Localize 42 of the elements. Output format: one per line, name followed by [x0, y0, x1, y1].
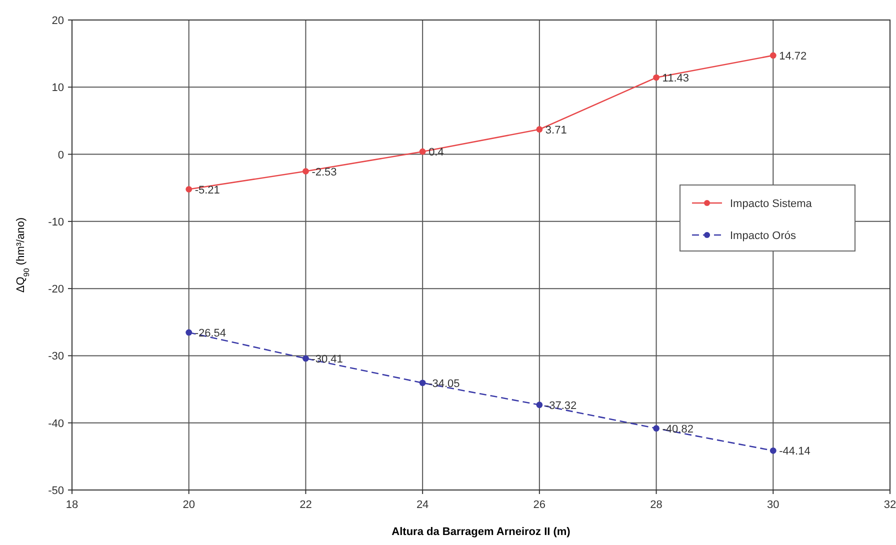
point	[186, 329, 192, 336]
point	[536, 126, 543, 133]
x-tick-label: 18	[66, 499, 78, 511]
point	[419, 148, 426, 155]
y-tick-label: 20	[52, 15, 64, 27]
data-label: -30.41	[312, 353, 343, 366]
data-label: -5.21	[194, 184, 220, 196]
point	[186, 186, 192, 192]
point	[302, 355, 309, 362]
data-label: -44.14	[779, 446, 810, 458]
x-axis-title: Altura da Barragem Arneiroz II (m)	[392, 526, 571, 538]
data-label: -26.54	[194, 327, 226, 340]
x-tick-label: 26	[533, 499, 546, 511]
data-label: -40.82	[662, 423, 694, 436]
point	[653, 425, 660, 432]
point	[770, 447, 776, 454]
y-tick-label: 0	[58, 149, 64, 162]
data-label: -2.53	[312, 166, 337, 178]
data-label: -37.32	[545, 400, 577, 412]
legend-label: Impacto Orós	[730, 230, 797, 242]
x-tick-label: 32	[884, 499, 896, 511]
point	[302, 168, 309, 174]
data-label: 3.71	[545, 124, 567, 136]
x-tick-label: 28	[650, 499, 662, 511]
point	[653, 74, 660, 81]
legend-label: Impacto Sistema	[730, 198, 813, 210]
data-label: -34.05	[428, 378, 460, 390]
y-tick-label: 10	[52, 82, 64, 94]
data-label: 14.72	[779, 50, 807, 62]
y-tick-label: -50	[48, 485, 64, 497]
x-tick-label: 22	[300, 499, 312, 511]
x-tick-label: 24	[416, 499, 429, 511]
x-tick-label: 20	[182, 499, 195, 511]
data-label: 11.43	[662, 72, 690, 85]
y-tick-label: -30	[48, 350, 64, 363]
x-tick-label: 30	[767, 499, 780, 511]
y-tick-label: -40	[48, 418, 64, 430]
point	[536, 402, 543, 408]
point	[419, 380, 426, 386]
y-tick-label: -10	[48, 216, 64, 228]
y-tick-label: -20	[48, 284, 64, 296]
point	[770, 52, 776, 59]
